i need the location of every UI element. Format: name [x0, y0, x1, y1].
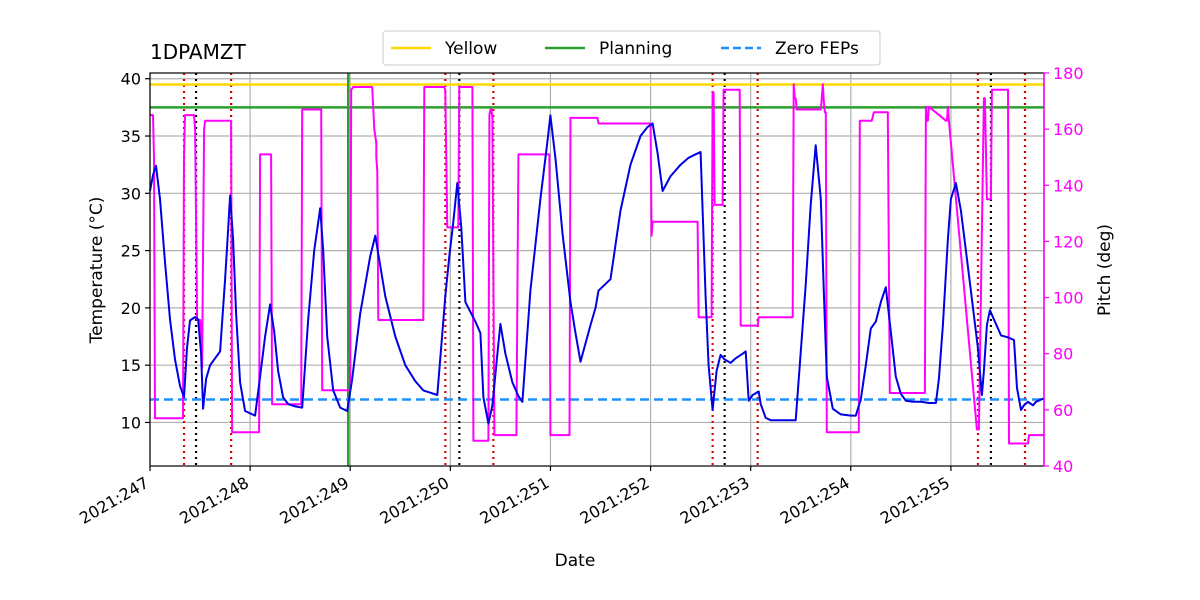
- legend-label-zero-feps: Zero FEPs: [775, 39, 859, 59]
- y-tick-label: 25: [121, 242, 141, 261]
- y-tick-label: 30: [121, 184, 141, 203]
- legend-label-planning: Planning: [599, 39, 672, 59]
- y2-axis-label: Pitch (deg): [1095, 224, 1115, 316]
- x-axis-label: Date: [555, 551, 596, 571]
- y-tick-label: 15: [121, 356, 141, 375]
- y-tick-label: 40: [121, 70, 141, 89]
- y2-tick-label: 40: [1053, 457, 1073, 476]
- y2-tick-label: 180: [1053, 64, 1084, 83]
- y2-tick-label: 60: [1053, 401, 1073, 420]
- y2-tick-label: 160: [1053, 120, 1084, 139]
- y-tick-label: 35: [121, 127, 141, 146]
- y2-tick-label: 140: [1053, 176, 1084, 195]
- pitch-series-line: [150, 83, 1044, 445]
- legend-box: [382, 30, 881, 66]
- temperature-series-line: [149, 114, 1045, 425]
- y-tick-label: 20: [121, 299, 141, 318]
- y2-tick-label: 120: [1053, 232, 1084, 251]
- y-axis-label: Temperature (°C): [87, 197, 107, 345]
- y2-tick-label: 100: [1053, 289, 1084, 308]
- y2-tick-label: 80: [1053, 345, 1073, 364]
- chart-title: 1DPAMZT: [150, 40, 247, 64]
- y-tick-label: 10: [121, 413, 141, 432]
- legend: Yellow Planning Zero FEPs: [382, 30, 881, 66]
- series-layer: [149, 83, 1045, 445]
- legend-label-yellow: Yellow: [444, 39, 497, 59]
